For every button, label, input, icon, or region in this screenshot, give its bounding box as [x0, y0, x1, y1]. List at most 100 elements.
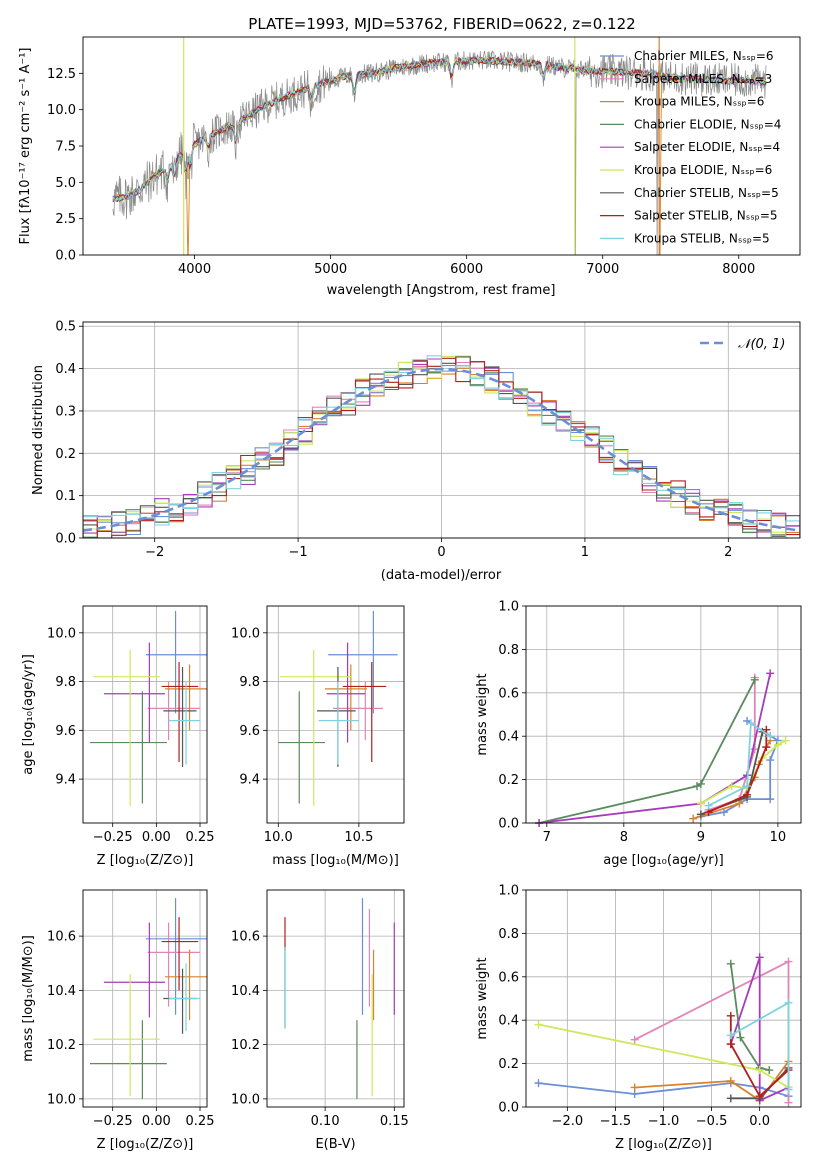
weight-marker-chab_elodie — [765, 1066, 774, 1075]
model-line-salp_stelib — [112, 56, 767, 203]
weight-line-salp_elodie — [538, 673, 772, 823]
x-tick-label: 6000 — [450, 262, 483, 277]
x-axis-label: Z [log₁₀(Z/Z⊙)] — [97, 1137, 194, 1152]
x-tick-label: 9 — [697, 830, 705, 845]
y-tick-label: 10.6 — [47, 930, 76, 945]
model-line-krou_stelib — [112, 56, 767, 203]
legend-label: Chabrier ELODIE, Nₛₛₚ=4 — [634, 117, 781, 131]
axes-frame — [266, 605, 405, 824]
weight-marker-krou_stelib — [784, 1085, 793, 1094]
y-tick-label: 9.8 — [55, 675, 76, 690]
x-axis-label: Z [log₁₀(Z/Z⊙)] — [97, 853, 194, 868]
weight-line-krou_elodie — [700, 739, 787, 805]
y-axis-label: mass weight — [475, 957, 490, 1039]
weight-marker-chab_elodie — [696, 779, 705, 788]
y-tick-label: 0.0 — [55, 249, 76, 264]
weight-marker-krou_elodie — [727, 782, 736, 791]
y-tick-label: 0.4 — [55, 362, 76, 377]
axes-age_vs_Z: −0.25 0.00 0.25 9.4 9.6 9.8 10.0 Z [log₁₀(Z/Z⊙)… — [21, 605, 214, 868]
weight-marker-krou_stelib — [746, 719, 755, 728]
weight-marker-salp_stelib — [755, 1092, 764, 1101]
axes-frame — [82, 321, 801, 539]
axes-mass_vs_Z: −0.25 0.00 0.25 10.0 10.2 10.4 10.6 Z [log₁₀(Z/… — [21, 889, 215, 1152]
weight-marker-krou_miles — [630, 1083, 639, 1092]
weight-marker-chab_miles — [766, 795, 775, 804]
y-tick-label: 10.4 — [47, 984, 76, 999]
weight-marker-chab_elodie — [726, 959, 735, 968]
y-axis-label: age [log₁₀(age/yr)] — [21, 654, 36, 775]
weight-marker-krou_stelib — [743, 782, 752, 791]
y-tick-label: 10.6 — [231, 930, 260, 945]
x-tick-label: 2 — [724, 545, 732, 560]
y-tick-label: 0.8 — [498, 927, 519, 942]
weight-line-salp_stelib — [708, 729, 768, 813]
x-tick-label: 8 — [620, 830, 628, 845]
weight-marker-salp_elodie — [755, 953, 764, 962]
x-tick-label: 5000 — [314, 262, 347, 277]
hist-krou_stelib — [83, 355, 800, 538]
weight-line-salp_stelib — [729, 1015, 790, 1098]
axes-spectrum: 4000 5000 6000 7000 8000 0.0 2.5 5.0 7.5 10.0 12.5… — [18, 36, 801, 298]
weight-marker-salp_miles — [630, 1035, 639, 1044]
weight-marker-salp_stelib — [743, 790, 752, 799]
y-tick-label: 0.5 — [55, 320, 76, 335]
legend-label: Kroupa ELODIE, Nₛₛₚ=6 — [634, 163, 772, 177]
x-tick-label: 1 — [581, 545, 589, 560]
x-axis-label: wavelength [Angstrom, rest frame] — [327, 283, 556, 298]
x-axis-label: mass [log₁₀(M/M⊙)] — [272, 853, 399, 868]
weight-marker-chab_elodie — [736, 1033, 745, 1042]
weight-marker-salp_miles — [784, 1098, 793, 1107]
y-tick-label: 10.4 — [231, 984, 260, 999]
weight-marker-krou_stelib — [784, 998, 793, 1007]
axes-frame — [525, 889, 802, 1108]
x-tick-label: 10.0 — [264, 830, 293, 845]
x-tick-label: 8000 — [722, 262, 755, 277]
y-tick-label: 0.8 — [498, 643, 519, 658]
weight-marker-chab_stelib — [696, 810, 705, 819]
y-tick-label: 0.6 — [498, 686, 519, 701]
weight-marker-krou_elodie — [773, 740, 782, 749]
axes-frame — [82, 605, 208, 824]
y-tick-label: 10.2 — [231, 1038, 260, 1053]
legend-label: Chabrier STELIB, Nₛₛₚ=5 — [634, 186, 779, 200]
y-tick-label: 0.1 — [55, 489, 76, 504]
x-tick-label: −0.5 — [696, 1114, 728, 1129]
y-tick-label: 1.0 — [498, 600, 519, 615]
x-tick-label: 0.0 — [749, 1114, 770, 1129]
x-tick-label: 4000 — [178, 262, 211, 277]
x-tick-label: 0.00 — [142, 1114, 171, 1129]
x-tick-label: −0.25 — [93, 830, 133, 845]
axes-weight_vs_Z: −2.0 −1.5 −1.0 −0.5 0.0 0.0 0.2 0.4 0.6 0.8 1.0 Z [… — [475, 884, 802, 1152]
axes-frame — [525, 605, 802, 824]
weight-line-krou_miles — [634, 1060, 790, 1102]
axes-frame — [82, 889, 208, 1108]
x-tick-label: 0.25 — [186, 1114, 215, 1129]
y-tick-label: 12.5 — [47, 67, 76, 82]
axes-age_vs_mass: 10.0 10.5 9.4 9.6 9.8 10.0 mass [log₁₀(M/M⊙)] — [231, 605, 405, 868]
y-tick-label: 0.0 — [498, 817, 519, 832]
x-tick-label: 0.00 — [142, 830, 171, 845]
y-tick-label: 0.2 — [498, 773, 519, 788]
y-tick-label: 10.0 — [231, 1092, 260, 1107]
weight-marker-krou_elodie — [534, 1020, 543, 1029]
x-tick-label: −2 — [145, 545, 164, 560]
legend-label: Chabrier MILES, Nₛₛₚ=6 — [634, 49, 774, 63]
weight-line-chab_elodie — [729, 963, 770, 1071]
x-tick-label: 10 — [770, 830, 787, 845]
gaussian-curve — [82, 367, 801, 532]
weight-marker-chab_miles — [766, 756, 775, 765]
y-axis-label: Flux [fλ10⁻¹⁷ erg cm⁻² s⁻¹ A⁻¹] — [18, 48, 33, 245]
weight-marker-chab_elodie — [750, 675, 759, 684]
weight-marker-krou_miles — [726, 1076, 735, 1085]
y-tick-label: 0.2 — [498, 1057, 519, 1072]
axes-frame — [82, 36, 801, 256]
x-tick-label: 7 — [543, 830, 551, 845]
weight-marker-krou_stelib — [704, 801, 713, 810]
y-axis-label: Normed distribution — [31, 365, 46, 495]
weight-marker-krou_elodie — [781, 736, 790, 745]
weight-marker-chab_miles — [534, 1079, 543, 1088]
y-tick-label: 1.0 — [498, 884, 519, 899]
x-tick-label: −1 — [289, 545, 308, 560]
legend-label: Kroupa STELIB, Nₛₛₚ=5 — [634, 231, 770, 245]
